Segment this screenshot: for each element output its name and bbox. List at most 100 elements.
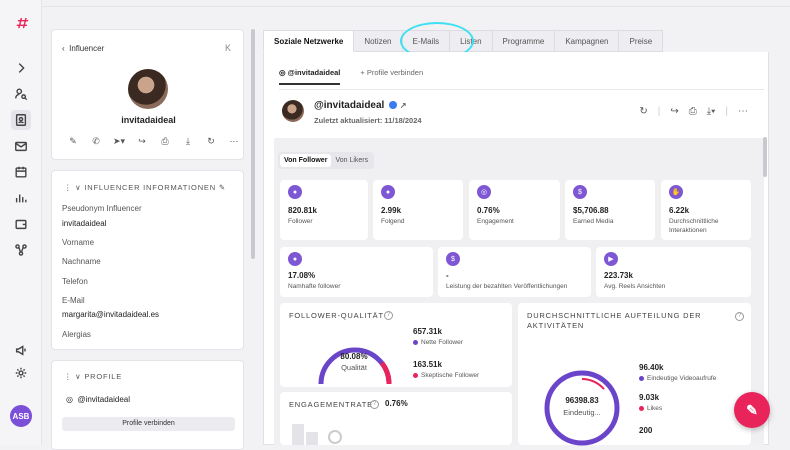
profile-item[interactable]: ◎ @invitadaideal: [66, 395, 130, 404]
collapse-panel-icon[interactable]: K: [224, 43, 231, 53]
profile-handle: @invitadaideal: [77, 395, 131, 404]
more-icon[interactable]: ⋯: [738, 106, 748, 117]
more-icon[interactable]: ⋯: [229, 135, 239, 146]
activity-center-value: 96398.83: [565, 396, 599, 405]
wallet-icon[interactable]: [11, 214, 31, 234]
engagement-rate-panel: ENGAGEMENTRATE ? 0.76%: [280, 392, 512, 445]
stat-value: 0.76%: [477, 206, 500, 215]
legend-dot: [413, 372, 418, 378]
user-search-icon[interactable]: [11, 84, 31, 104]
edit-icon[interactable]: ✎: [69, 135, 77, 146]
legend-dot: [413, 339, 418, 345]
send-icon[interactable]: ➤▾: [112, 135, 126, 146]
info-title: INFLUENCER INFORMATIONEN: [84, 183, 216, 192]
legend-label: Eindeutige Videoaufrufe: [647, 375, 717, 382]
field-label: Telefon: [62, 277, 88, 286]
field-value[interactable]: invitadaideal: [62, 219, 107, 228]
panel-title: DURCHSCHNITTLICHE AUFTEILUNG DER AKTIVIT…: [527, 311, 702, 330]
activity-distribution-panel: DURCHSCHNITTLICHE AUFTEILUNG DER AKTIVIT…: [518, 303, 751, 446]
stat-card-followers: ● 820.81k Follower: [280, 180, 368, 240]
quality-center-value: 80.08%: [340, 352, 368, 361]
print-icon[interactable]: ⎙: [161, 135, 169, 146]
back-link[interactable]: ‹ Influencer: [62, 44, 105, 53]
quality-donut: [318, 347, 392, 385]
tab-prices[interactable]: Preise: [619, 30, 664, 52]
audience-toggle: Von Follower Von Likers: [278, 152, 375, 169]
account-avatar: [282, 100, 304, 122]
info-section-header[interactable]: ⋮ ∨ INFLUENCER INFORMATIONEN ✎: [64, 183, 226, 192]
app-logo[interactable]: ⌗: [15, 13, 27, 34]
account-name[interactable]: @invitadaideal: [314, 100, 385, 111]
tab-notes[interactable]: Notizen: [354, 30, 403, 52]
help-icon[interactable]: ?: [384, 311, 393, 320]
download-icon[interactable]: ⤓: [186, 135, 190, 146]
profiles-section-header[interactable]: ⋮ ∨ PROFILE: [64, 372, 123, 381]
last-updated: Zuletzt aktualisiert: 11/18/2024: [314, 116, 422, 125]
dollar-icon: $: [446, 252, 460, 266]
stat-value: 17.08%: [288, 271, 316, 280]
profile-name: invitadaideal: [121, 115, 176, 125]
stat-value: 6.22k: [669, 206, 690, 215]
help-icon[interactable]: ?: [735, 312, 744, 321]
tab-campaigns[interactable]: Kampagnen: [555, 30, 620, 52]
stat-label: Namhafte follower: [288, 283, 341, 290]
expand-chevron-icon[interactable]: [11, 58, 31, 78]
legend-item: Likes: [639, 405, 662, 412]
legend-label: Likes: [647, 405, 663, 412]
stat-value: 2.99k: [381, 206, 402, 215]
stat-card-engagement: ◎ 0.76% Engagement: [469, 180, 560, 240]
stat-card-following: ● 2.99k Folgend: [373, 180, 463, 240]
export-icon[interactable]: ⤓▾: [706, 106, 716, 117]
subtab-connect[interactable]: + Profile verbinden: [360, 68, 424, 77]
help-icon[interactable]: ?: [370, 400, 379, 409]
analytics-icon[interactable]: [11, 188, 31, 208]
stat-label: Durchschnittliche Interaktionen: [669, 218, 719, 234]
profiles-title: PROFILE: [84, 372, 123, 381]
legend-value: 200: [639, 426, 653, 435]
followers-icon: ●: [288, 252, 302, 266]
legend-value: 163.51k: [413, 360, 442, 369]
stat-card-notable-followers: ● 17.08% Namhafte follower: [280, 247, 433, 297]
toggle-likers[interactable]: Von Likers: [335, 157, 369, 164]
subtab-instagram[interactable]: ◎ @invitadaideal: [279, 68, 341, 85]
megaphone-icon[interactable]: [11, 340, 31, 360]
tab-programs[interactable]: Programme: [492, 30, 556, 52]
share-icon[interactable]: ↪: [670, 106, 679, 117]
influencer-profile-card: ‹ Influencer K invitadaideal ✎ ✆ ➤▾ ↪ ⎙ …: [51, 29, 244, 160]
stat-card-interactions: ✋ 6.22k Durchschnittliche Interaktionen: [661, 180, 751, 240]
connect-profiles-button[interactable]: Profile verbinden: [62, 417, 235, 431]
network-icon[interactable]: [11, 240, 31, 260]
field-value[interactable]: margarita@invitadaideal.es: [62, 310, 160, 319]
settings-icon[interactable]: [11, 363, 31, 383]
influencer-info-card: ⋮ ∨ INFLUENCER INFORMATIONEN ✎ Pseudonym…: [51, 170, 244, 350]
share-icon[interactable]: ↪: [138, 135, 146, 146]
engagement-value: 0.76%: [385, 399, 408, 408]
stat-value: -: [446, 271, 449, 280]
toggle-followers[interactable]: Von Follower: [280, 154, 332, 167]
refresh-icon[interactable]: ↻: [639, 106, 648, 117]
user-avatar[interactable]: ASB: [10, 405, 32, 427]
phone-icon[interactable]: ✆: [92, 135, 100, 146]
contacts-icon[interactable]: [11, 110, 31, 130]
refresh-icon[interactable]: ↻: [207, 135, 215, 146]
back-label: Influencer: [69, 44, 105, 53]
activity-center-label: Eindeutig...: [563, 408, 601, 417]
main-scrollbar[interactable]: [763, 137, 767, 177]
field-label: Alergias: [62, 330, 91, 339]
mail-icon[interactable]: [11, 136, 31, 156]
profile-actions: ✎ ✆ ➤▾ ↪ ⎙ ⤓ ↻ ⋯: [66, 134, 241, 148]
divider: |: [725, 106, 728, 117]
field-label: Pseudonym Influencer: [62, 204, 142, 213]
print-icon[interactable]: ⎙: [688, 106, 697, 117]
verified-icon: [389, 101, 398, 110]
legend-value: 96.40k: [639, 363, 664, 372]
tab-social-networks[interactable]: Soziale Netzwerke: [263, 30, 355, 52]
chat-button[interactable]: ✎: [734, 392, 770, 428]
top-divider: [42, 6, 790, 7]
account-name-row: @invitadaideal ↗: [314, 100, 407, 111]
legend-value: 9.03k: [639, 393, 660, 402]
stat-label: Folgend: [381, 218, 405, 225]
calendar-icon[interactable]: [11, 162, 31, 182]
external-link-icon[interactable]: ↗: [399, 101, 407, 110]
left-scrollbar[interactable]: [251, 29, 255, 259]
